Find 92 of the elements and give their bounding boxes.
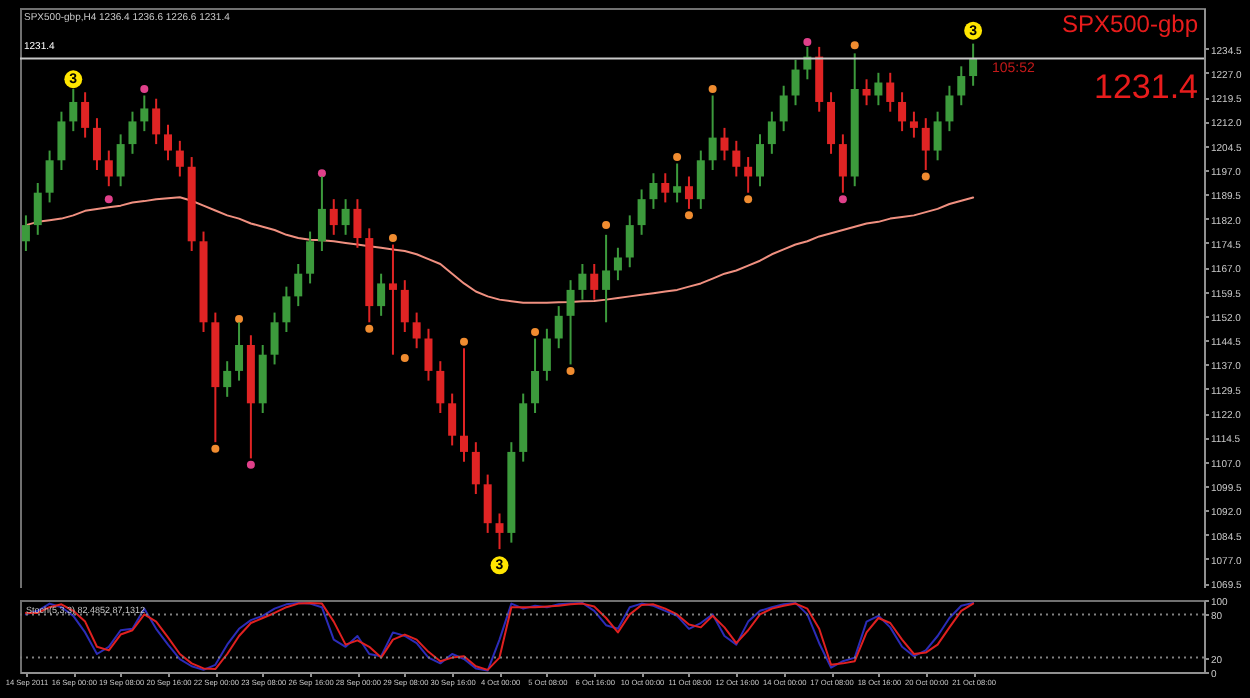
candlestick (483, 473, 492, 534)
candlestick (590, 262, 599, 301)
candlestick (720, 126, 729, 162)
candlestick (424, 327, 433, 382)
point (708, 85, 717, 93)
point (566, 366, 575, 375)
candlestick (412, 311, 421, 350)
point (365, 324, 374, 333)
candlestick (779, 84, 788, 133)
candlestick (756, 133, 764, 188)
candlestick (353, 198, 362, 249)
candlestick (566, 279, 575, 366)
candlestick (164, 123, 172, 162)
point (460, 337, 468, 346)
point (673, 153, 682, 162)
candlestick (921, 117, 930, 172)
candlestick (886, 71, 895, 113)
candlestick (223, 360, 232, 398)
candlestick (531, 337, 540, 415)
candlestick (306, 230, 315, 285)
candlestick (684, 175, 693, 210)
candlestick (377, 272, 386, 317)
candlestick (625, 214, 634, 269)
chart-title: SPX500-gbp (1061, 10, 1199, 38)
candlestick (613, 246, 622, 282)
candlestick (400, 279, 409, 334)
candlestick (708, 94, 717, 172)
candlestick (92, 117, 101, 172)
point (531, 328, 540, 337)
candlestick (732, 139, 741, 178)
candlestick (388, 243, 397, 356)
candlestick (341, 198, 350, 236)
point (803, 38, 812, 47)
candlestick (767, 110, 776, 155)
candlestick (81, 91, 90, 139)
candlestick (45, 149, 54, 204)
point (602, 221, 611, 230)
candlestick (21, 214, 30, 253)
candlestick (128, 110, 137, 155)
point (850, 41, 859, 50)
point (684, 211, 693, 220)
point (388, 234, 397, 243)
candlestick (969, 42, 978, 87)
point (246, 460, 255, 469)
candlestick (282, 285, 291, 334)
point (921, 172, 930, 181)
candlestick (495, 512, 504, 551)
point (211, 444, 220, 453)
candlestick (270, 311, 279, 366)
candlestick (744, 156, 753, 194)
candlestick (815, 45, 824, 113)
candlestick (578, 262, 587, 301)
candlestick (661, 172, 670, 204)
annotation: 1231.4 (1094, 68, 1198, 106)
candlestick (898, 91, 907, 133)
candlestick (104, 149, 113, 188)
point (235, 315, 244, 324)
candlestick (554, 305, 563, 350)
candlestick (945, 84, 954, 133)
candlestick (827, 91, 836, 155)
point (400, 353, 409, 362)
point (317, 169, 326, 178)
point (744, 195, 753, 204)
candlestick (933, 110, 942, 162)
candlestick (33, 181, 42, 236)
point (140, 85, 149, 93)
candlestick (874, 71, 883, 107)
candlestick (649, 172, 658, 210)
point (104, 195, 113, 204)
candlestick (140, 94, 149, 133)
candlestick (838, 133, 847, 194)
candlestick (152, 97, 161, 146)
candlestick (673, 162, 682, 204)
candlestick (637, 188, 646, 236)
candlestick (57, 110, 66, 172)
candlestick (909, 110, 918, 139)
candlestick (460, 347, 468, 463)
candlestick (69, 88, 78, 133)
point (838, 195, 847, 204)
candlestick (436, 360, 445, 415)
candlestick (471, 441, 480, 496)
candlestick (116, 133, 125, 188)
candlestick (862, 78, 871, 107)
candlestick (791, 58, 800, 107)
candlestick (175, 139, 184, 178)
candlestick (542, 327, 551, 382)
candlestick (294, 262, 303, 308)
candlestick (329, 198, 338, 236)
candlestick (602, 233, 611, 324)
candlestick (696, 149, 705, 210)
candlestick (957, 65, 966, 107)
candlestick (448, 392, 457, 447)
